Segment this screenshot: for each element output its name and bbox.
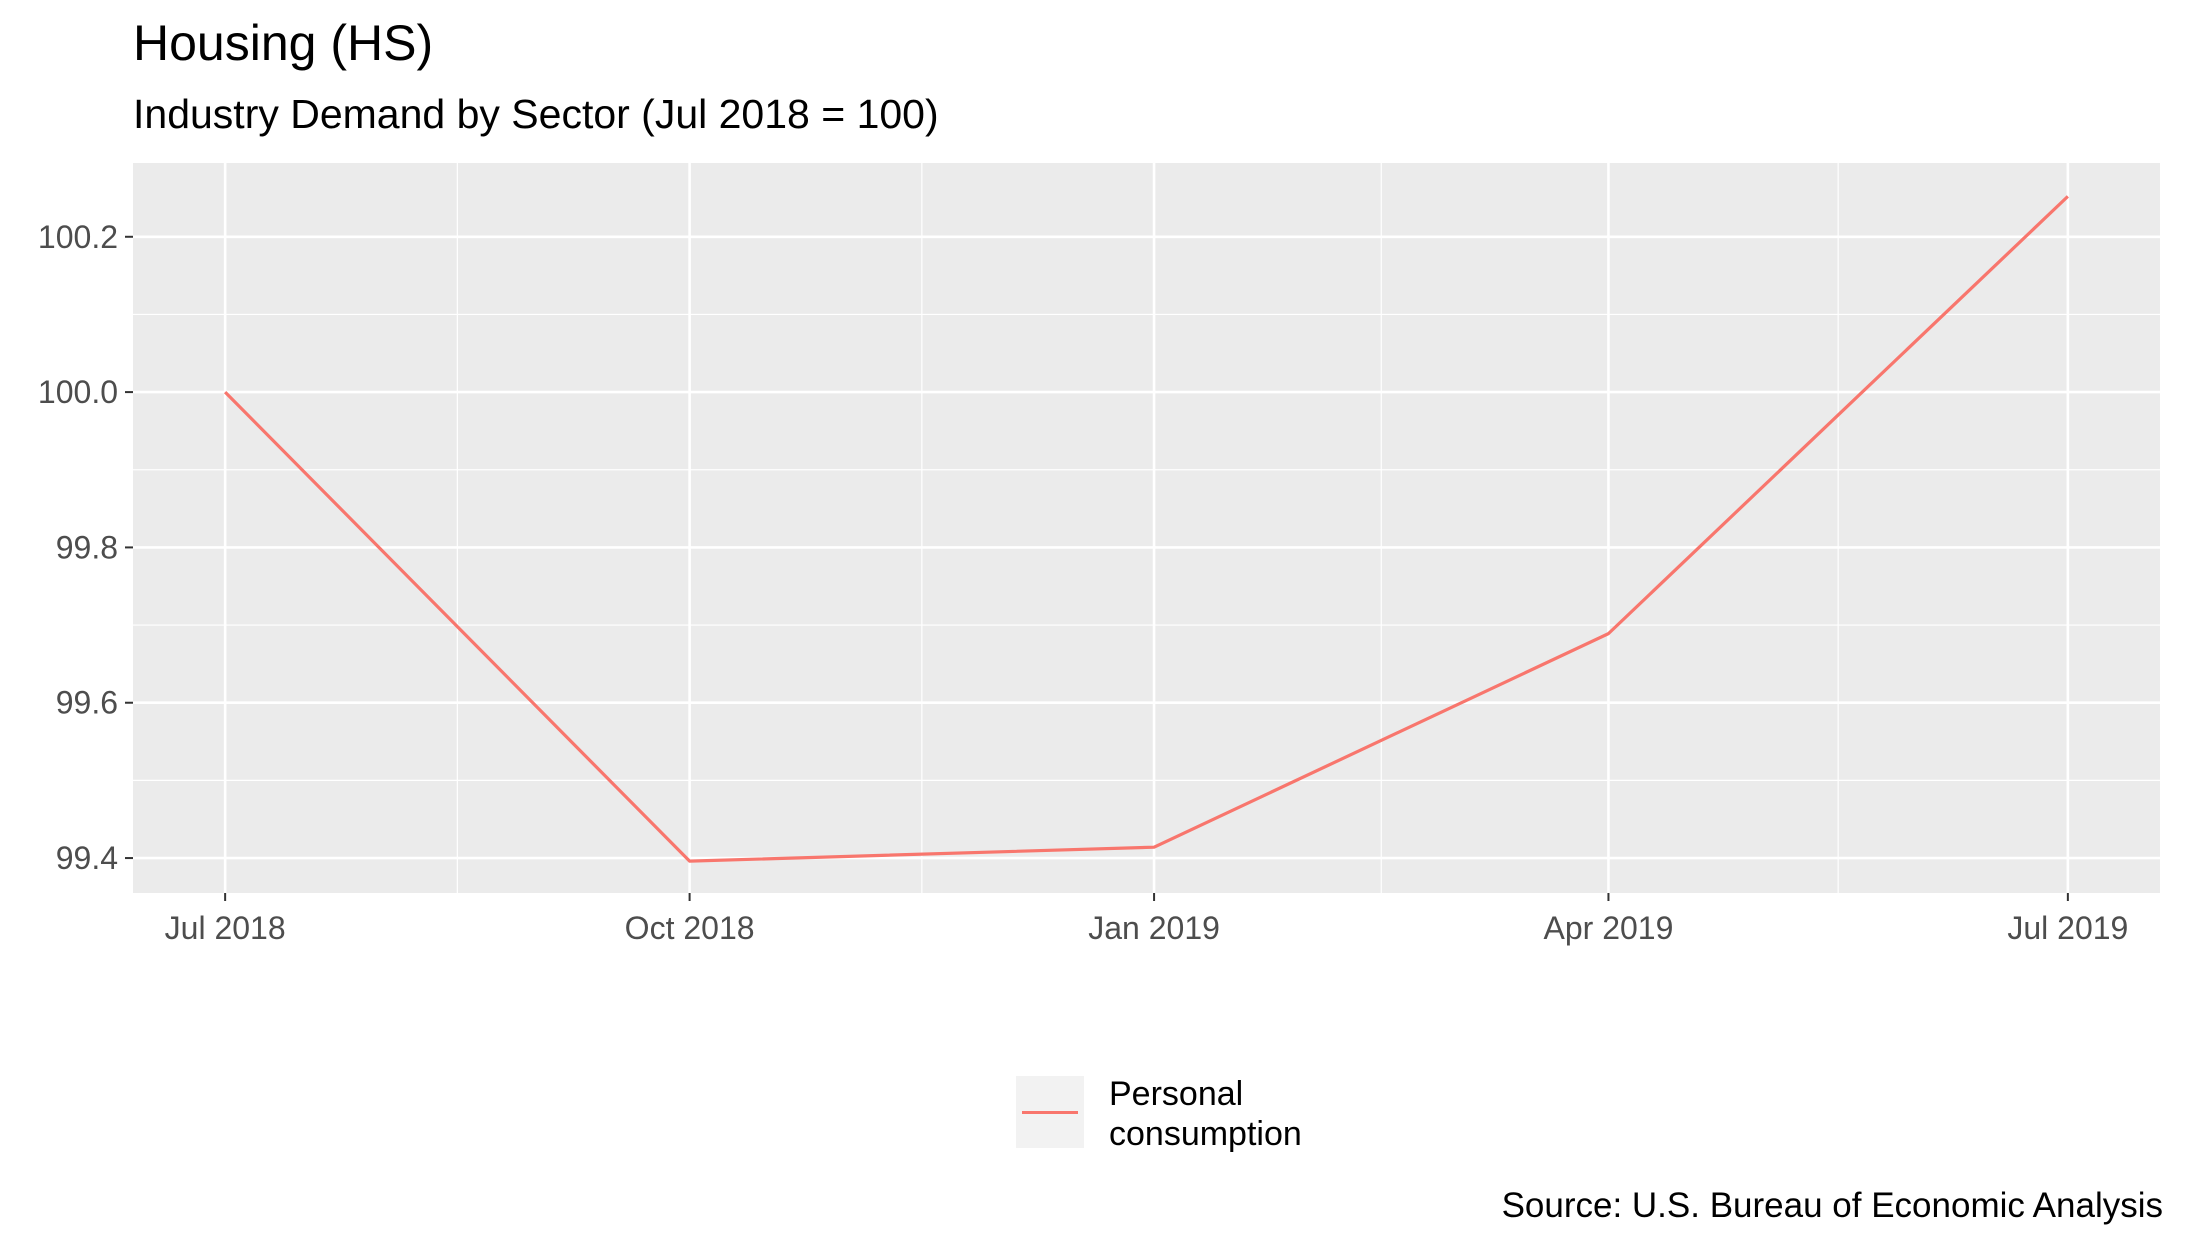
- x-tick-label: Jul 2018: [165, 910, 286, 946]
- x-tick-label: Jul 2019: [2007, 910, 2128, 946]
- x-tick-label: Jan 2019: [1088, 910, 1220, 946]
- legend: Personal consumption: [1016, 1074, 1369, 1154]
- y-tick-label: 99.4: [56, 840, 118, 876]
- major-gridlines: [133, 163, 2160, 893]
- y-tick-label: 100.2: [38, 219, 118, 255]
- legend-label-line-1: Personal: [1109, 1075, 1244, 1113]
- y-tick-label: 100.0: [38, 374, 118, 410]
- source-caption: Source: U.S. Bureau of Economic Analysis: [1501, 1186, 2163, 1225]
- y-tick-label: 99.8: [56, 529, 118, 565]
- axes: 99.4 99.6 99.8 100.0 100.2 Jul 2018 Oct 2018 Ja…: [38, 219, 2128, 946]
- legend-line-swatch: [1022, 1111, 1078, 1114]
- chart-subtitle: Industry Demand by Sector (Jul 2018 = 10…: [133, 91, 939, 137]
- y-tick-label: 99.6: [56, 685, 118, 721]
- series-line-personal-consumption: [224, 195, 2069, 863]
- x-tick-label: Apr 2019: [1544, 910, 1674, 946]
- series-layer: [224, 195, 2069, 863]
- legend-label-line-2: consumption: [1109, 1115, 1302, 1153]
- x-tick-label: Oct 2018: [625, 910, 755, 946]
- chart-title: Housing (HS): [133, 15, 434, 71]
- minor-gridlines: [133, 163, 2160, 893]
- legend-label: Personal consumption: [1109, 1074, 1369, 1154]
- plot-panel: [133, 163, 2160, 893]
- legend-key: [1016, 1076, 1084, 1148]
